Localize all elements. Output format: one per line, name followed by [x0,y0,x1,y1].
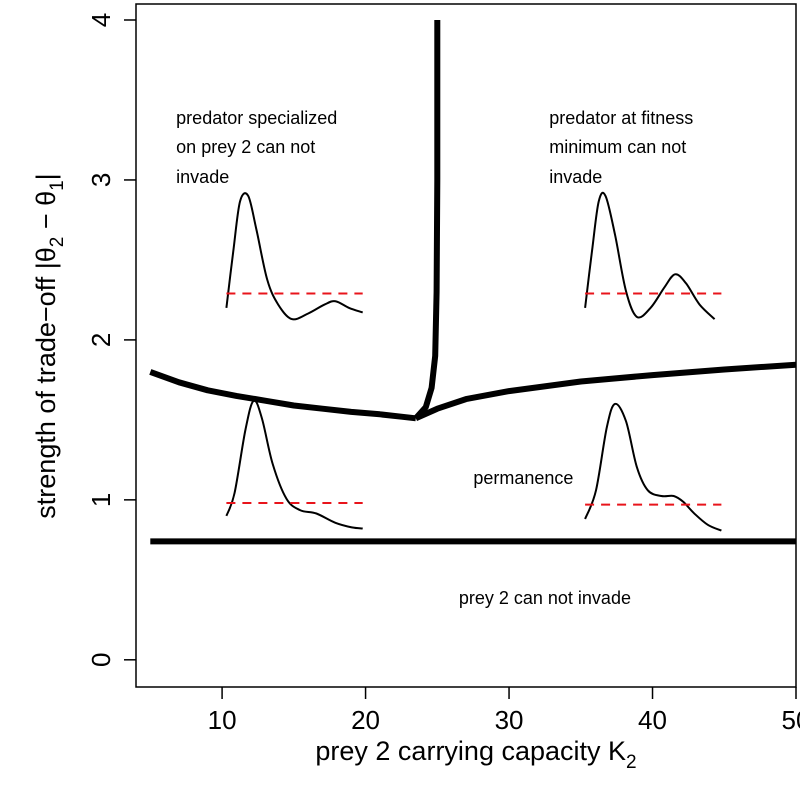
y-axis-title-main: strength of trade−off |θ [31,247,61,518]
fitness-insets [225,191,722,532]
y-tick-label: 3 [86,173,116,187]
y-tick-label: 1 [86,493,116,507]
x-axis: 10 20 30 40 50 [208,687,800,735]
annotation-1-line-1: predator specialized [176,108,337,128]
boundary-curve-2 [413,20,441,421]
inset-fitness-curve-2 [584,191,716,320]
plot-frame [135,3,797,688]
boundary-curve-1 [149,369,417,422]
x-axis-title: prey 2 carrying capacity K2 [315,736,636,773]
x-axis-title-sub: 2 [626,752,637,773]
annotation-1-line-3: invade [176,167,229,187]
y-tick-label: 4 [86,13,116,27]
boundary-curve-3 [414,361,797,422]
x-axis-title-main: prey 2 carrying capacity K [315,736,626,766]
inset-fitness-curve-4 [584,402,722,532]
x-tick-label: 20 [351,705,380,735]
y-axis: 0 1 2 3 4 [86,13,136,667]
boundary-curves [149,20,797,545]
annotation-2-line-2: minimum can not [549,137,686,157]
y-axis-title-mid: − θ [31,191,61,237]
x-tick-label: 10 [208,705,237,735]
inset-fitness-curve-1 [225,192,364,321]
y-axis-title-sub2: 1 [47,180,68,191]
annotation-1-line-2: on prey 2 can not [176,137,315,157]
annotation-2-line-1: predator at fitness [549,108,693,128]
annotation-3-line-1: permanence [473,468,573,488]
y-tick-label: 0 [86,653,116,667]
annotation-4-line-1: prey 2 can not invade [459,588,631,608]
y-axis-title-sub1: 2 [47,237,68,248]
y-tick-label: 2 [86,333,116,347]
inset-fitness-curve-3 [225,399,363,530]
y-axis-title: strength of trade−off |θ2 − θ1| [31,173,68,518]
x-tick-label: 50 [782,705,800,735]
region-annotations: predator specialized on prey 2 can not inv… [176,108,693,608]
y-axis-title-end: | [31,173,61,180]
annotation-2-line-3: invade [549,167,602,187]
x-tick-label: 30 [495,705,524,735]
x-tick-label: 40 [638,705,667,735]
